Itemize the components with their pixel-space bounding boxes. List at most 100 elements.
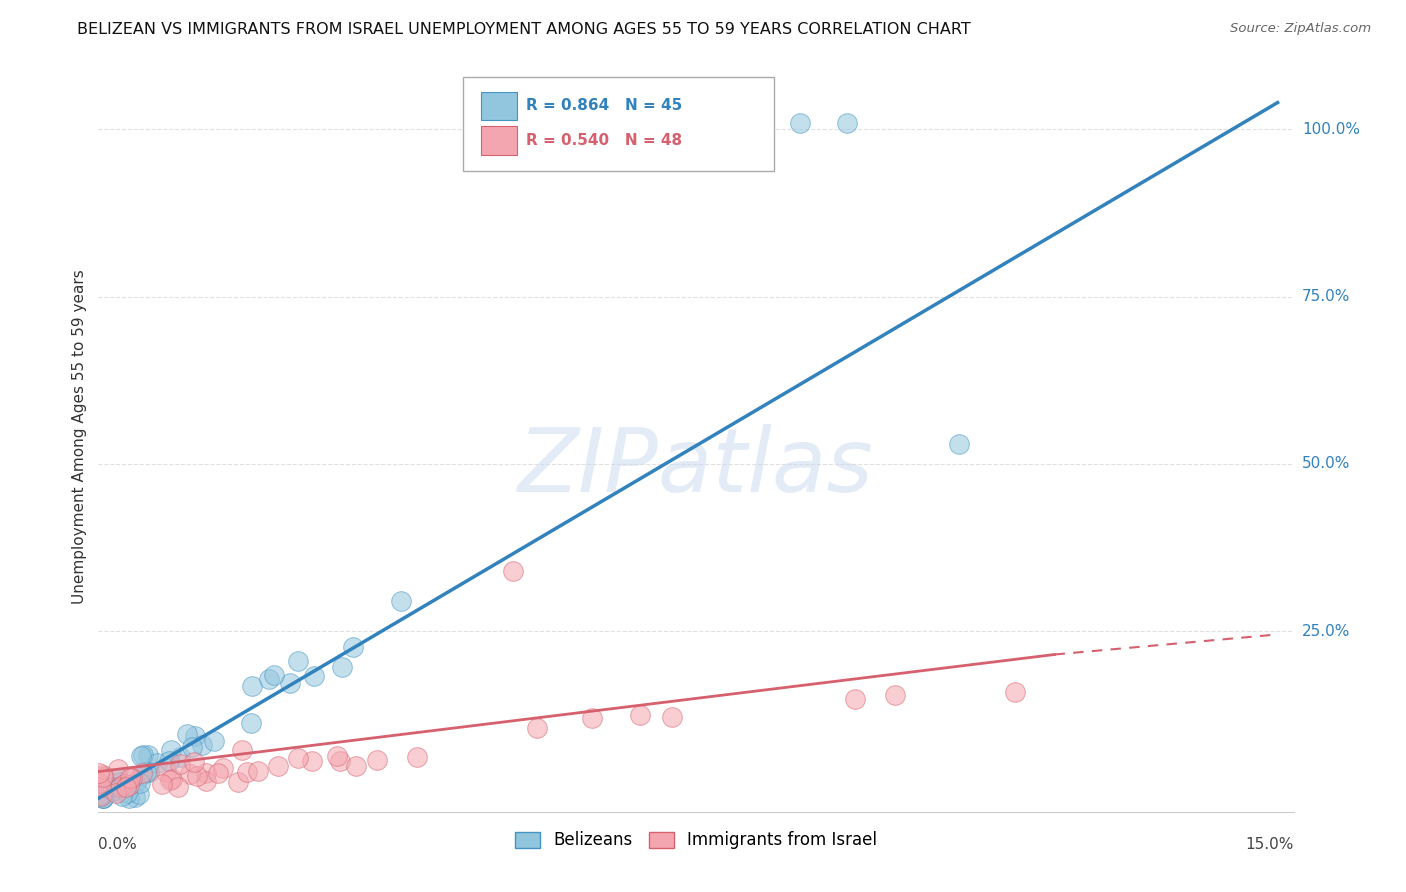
Point [176, 727, 198, 741]
Point [117, 786, 139, 800]
Point [180, 739, 202, 754]
Point [111, 789, 134, 803]
Point [90, 780, 112, 794]
Point [837, 115, 859, 129]
Y-axis label: Unemployment Among Ages 55 to 59 years: Unemployment Among Ages 55 to 59 years [72, 269, 87, 605]
Point [160, 772, 183, 786]
Point [257, 672, 280, 686]
Point [526, 721, 548, 735]
Point [146, 756, 169, 770]
Point [184, 729, 207, 743]
Point [91, 791, 114, 805]
Point [138, 764, 160, 779]
Point [112, 777, 135, 791]
Point [87, 765, 110, 780]
Point [884, 688, 907, 702]
Point [236, 765, 259, 780]
Point [91, 791, 114, 805]
Point [948, 437, 970, 451]
Point [117, 778, 139, 792]
Point [118, 778, 141, 792]
Point [150, 777, 173, 791]
Point [366, 753, 388, 767]
Point [287, 751, 309, 765]
Point [278, 676, 301, 690]
Point [169, 749, 191, 764]
Point [263, 668, 285, 682]
Text: 15.0%: 15.0% [1246, 837, 1294, 852]
Point [389, 594, 412, 608]
Point [231, 743, 253, 757]
Point [103, 780, 125, 794]
Point [136, 747, 159, 762]
Point [90, 789, 112, 803]
Point [131, 749, 153, 764]
Point [108, 774, 131, 789]
Point [194, 774, 217, 789]
Point [160, 743, 183, 757]
Point [212, 761, 235, 775]
Point [342, 640, 364, 654]
Point [93, 791, 115, 805]
Point [302, 668, 325, 682]
Text: 100.0%: 100.0% [1302, 122, 1360, 136]
Legend: Belizeans, Immigrants from Israel: Belizeans, Immigrants from Israel [508, 824, 884, 855]
Text: 0.0%: 0.0% [98, 837, 138, 852]
Point [581, 711, 603, 725]
Point [266, 759, 288, 773]
Point [87, 776, 110, 790]
Point [91, 768, 114, 782]
Point [107, 771, 129, 785]
Point [108, 780, 131, 794]
Point [167, 780, 190, 794]
Text: Source: ZipAtlas.com: Source: ZipAtlas.com [1230, 22, 1371, 36]
Point [104, 782, 127, 797]
Point [89, 788, 111, 802]
Point [661, 710, 683, 724]
Point [101, 783, 124, 797]
Point [301, 754, 323, 768]
Point [120, 772, 142, 786]
Point [155, 764, 177, 779]
Point [135, 764, 157, 779]
Text: 50.0%: 50.0% [1302, 457, 1350, 471]
Point [115, 780, 138, 795]
Point [326, 749, 349, 764]
Point [329, 754, 352, 768]
FancyBboxPatch shape [481, 92, 517, 120]
Point [330, 660, 353, 674]
FancyBboxPatch shape [463, 78, 773, 171]
Point [628, 707, 651, 722]
Point [128, 776, 150, 790]
Point [107, 762, 129, 776]
Text: R = 0.540   N = 48: R = 0.540 N = 48 [526, 133, 682, 148]
Point [128, 787, 150, 801]
Point [186, 768, 208, 782]
Point [844, 691, 866, 706]
Point [344, 758, 367, 772]
Point [91, 770, 114, 784]
Point [406, 749, 429, 764]
FancyBboxPatch shape [481, 126, 517, 154]
Text: ZIPatlas: ZIPatlas [519, 424, 873, 510]
Point [131, 765, 153, 780]
Point [191, 738, 214, 752]
Point [183, 755, 205, 769]
Point [124, 790, 146, 805]
Text: 25.0%: 25.0% [1302, 624, 1350, 639]
Point [226, 774, 249, 789]
Text: 75.0%: 75.0% [1302, 289, 1350, 304]
Point [157, 754, 180, 768]
Point [131, 767, 153, 781]
Point [179, 767, 201, 781]
Point [118, 790, 141, 805]
Point [1004, 685, 1026, 699]
Point [207, 766, 229, 780]
Text: BELIZEAN VS IMMIGRANTS FROM ISRAEL UNEMPLOYMENT AMONG AGES 55 TO 59 YEARS CORREL: BELIZEAN VS IMMIGRANTS FROM ISRAEL UNEMP… [77, 22, 972, 37]
Point [132, 747, 155, 762]
Point [202, 733, 225, 747]
Point [159, 772, 181, 787]
Point [121, 772, 143, 786]
Point [789, 115, 811, 129]
Point [246, 764, 269, 779]
